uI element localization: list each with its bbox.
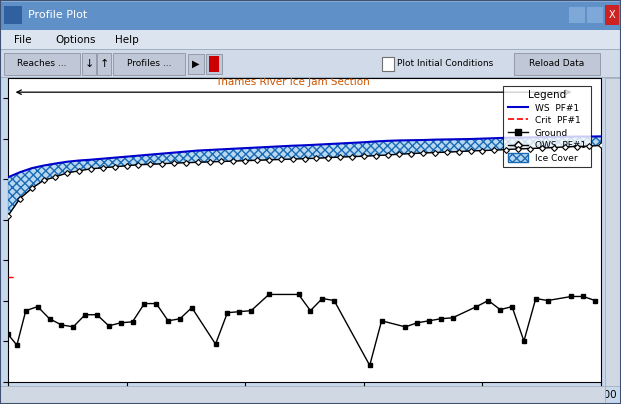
Text: ▶: ▶ [193,59,200,69]
Text: Options: Options [55,35,96,45]
Text: Thames River Ice Jam - Example 14    Plan: Thames River Ice Jam Analysis    12/1: Thames River Ice Jam - Example 14 Plan: … [95,51,514,60]
Legend: WS  PF#1, Crit  PF#1, Ground, OWS  PF#1, Ice Cover: WS PF#1, Crit PF#1, Ground, OWS PF#1, Ic… [503,86,591,167]
Text: Profiles ...: Profiles ... [127,59,171,69]
Text: Plot Initial Conditions: Plot Initial Conditions [397,59,493,69]
Text: X: X [609,10,615,20]
Text: Profile Plot: Profile Plot [28,10,87,20]
Text: ↓: ↓ [84,59,94,69]
Text: File: File [14,35,32,45]
Text: Thames River Ice Jam Section: Thames River Ice Jam Section [215,77,370,87]
Text: Reload Data: Reload Data [529,59,584,69]
Text: Reaches ...: Reaches ... [17,59,66,69]
X-axis label: Main Channel Distance (m): Main Channel Distance (m) [229,402,380,404]
Text: ↑: ↑ [99,59,109,69]
Text: Help: Help [115,35,138,45]
